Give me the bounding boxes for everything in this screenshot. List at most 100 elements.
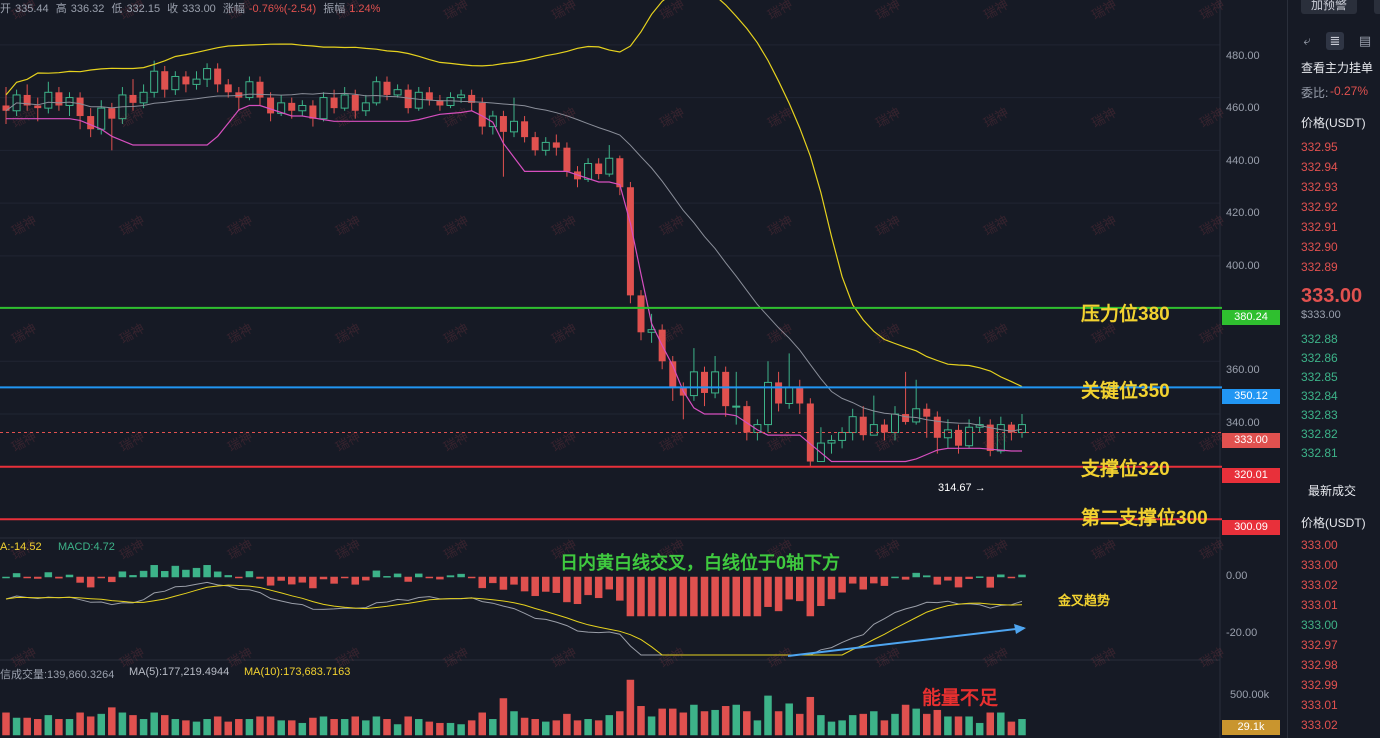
trade-row[interactable]: 332.97 [1301,638,1338,652]
volume-bar-down [235,719,243,736]
watermark-text: 瑞神 [1089,537,1119,563]
macd-bar-down [743,576,751,617]
bid-row[interactable]: 332.85 [1301,370,1338,384]
undo-icon[interactable]: ⤶ [1303,33,1311,48]
volume-bar-down [594,720,603,736]
main-orders-title[interactable]: 查看主力挂单 [1301,61,1374,75]
volume-bar-down [859,713,867,736]
macd-bar-down [690,576,698,617]
candle-body-up [541,141,550,151]
bid-row[interactable]: 332.88 [1301,332,1338,346]
ohlc-header: 开 335.44 高 336.32 低 332.15 收 333.00 涨幅 -0.76%… [0,0,384,15]
trade-row[interactable]: 332.98 [1301,658,1338,672]
macd-bar-down [563,576,571,603]
watermark-text: 瑞神 [333,321,363,347]
candle-body-up [785,387,794,405]
macd-bar-down [531,576,539,597]
macd-bar-down [637,576,645,617]
volume-bar-down [573,720,582,736]
ask-row[interactable]: 332.90 [1301,240,1338,254]
candle-body-up [965,426,974,447]
macd-bar-down [796,576,804,602]
candle-body-down [309,105,317,119]
trade-row[interactable]: 333.02 [1301,578,1338,592]
macd-bar-down [764,576,772,607]
volume-bar-down [351,716,359,736]
candle-body-down [288,102,296,111]
volume-bar-down [256,716,264,736]
macd-bar-down [351,576,359,585]
macd-bar-down [256,576,264,579]
volume-ma10-label: MA(10):173,683.7163 [244,666,351,678]
candle-body-down [955,429,962,446]
watermark-text: 瑞神 [9,213,39,239]
candle-body-down [775,382,783,404]
candle-body-down [182,76,190,85]
macd-bar-up [150,565,158,578]
ask-row[interactable]: 332.89 [1301,260,1338,274]
ask-row[interactable]: 332.91 [1301,220,1338,234]
volume-bar-down [806,696,815,736]
trade-row[interactable]: 333.00 [1301,558,1338,572]
volume-bar-down [669,708,677,736]
macd-bar-down [827,576,836,600]
volume-bar-up [605,715,613,736]
candle-body-up [361,102,370,112]
volume-bar-up [647,716,656,736]
watermark-text: 瑞神 [333,537,363,563]
ask-row[interactable]: 332.94 [1301,160,1338,174]
bid-row[interactable]: 332.86 [1301,351,1338,365]
macd-bar-down [277,576,285,581]
macd-bar-down [616,576,624,601]
volume-bar-down [86,716,95,736]
volume-bar-up [118,712,127,736]
trade-row[interactable]: 333.00 [1301,538,1338,552]
macd-bar-down [425,576,434,579]
trade-row[interactable]: 333.02 [1301,718,1338,732]
candle-body-up [414,91,423,109]
ask-row[interactable]: 332.95 [1301,140,1338,154]
ask-row[interactable]: 332.92 [1301,200,1338,214]
watermark-text: 瑞神 [333,213,363,239]
bid-row[interactable]: 332.84 [1301,389,1338,403]
trade-row[interactable]: 332.99 [1301,678,1338,692]
trade-row[interactable]: 333.00 [1301,618,1338,632]
recent-trades-title[interactable]: 最新成交 [1308,484,1357,498]
candle-body-down [34,105,42,109]
volume-bar-down [23,717,31,736]
volume-label: 信成交量:139,860.3264 [0,669,115,681]
macd-bar-down [584,576,592,596]
volume-bar-up [584,719,592,736]
volume-bar-down [923,713,931,736]
orderbook-both-icon[interactable]: ≣ [1326,32,1344,50]
candle-body-up [848,416,857,434]
macd-bar-up [383,576,391,578]
trade-row[interactable]: 333.01 [1301,698,1338,712]
bid-row[interactable]: 332.81 [1301,446,1338,460]
ask-row[interactable]: 332.93 [1301,180,1338,194]
candle-body-up [764,381,772,426]
candle-body-up [171,75,180,91]
add-alert-button[interactable]: 加预警 [1301,0,1357,14]
level-tag-350: 350.12 [1222,389,1280,404]
watermark-text: 瑞神 [549,0,579,23]
low-label: 低 [111,3,123,15]
watermark-text: 瑞神 [657,213,687,239]
trade-row[interactable]: 333.01 [1301,598,1338,612]
orderbook-layout-icon[interactable]: ▤ [1358,33,1372,48]
change-value: -0.76%(-2.54) [248,3,317,15]
bid-row[interactable]: 332.83 [1301,408,1338,422]
candle-body-down [436,100,444,106]
macd-bar-down [552,576,561,593]
candle-body-down [161,71,169,90]
candle-body-down [256,81,264,98]
volume-bar-down [34,719,42,736]
bid-row[interactable]: 332.82 [1301,427,1338,441]
watermark-text: 瑞神 [873,213,903,239]
volume-bar-up [912,708,920,736]
more-button[interactable] [1374,0,1380,14]
candle-body-down [224,84,232,93]
macd-bar-down [309,576,317,589]
